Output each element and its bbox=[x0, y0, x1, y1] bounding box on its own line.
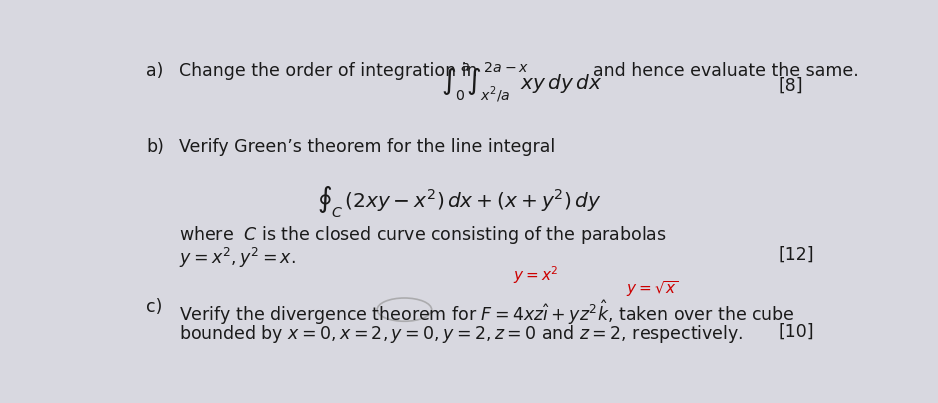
Text: $\oint_C \,(2xy - x^2)\,dx + (x + y^2)\,dy$: $\oint_C \,(2xy - x^2)\,dx + (x + y^2)\,… bbox=[317, 183, 601, 220]
Text: where  $C$ is the closed curve consisting of the parabolas: where $C$ is the closed curve consisting… bbox=[179, 224, 667, 246]
Text: bounded by $x = 0, x = 2, y = 0, y = 2, z = 0$ and $z = 2$, respectively.: bounded by $x = 0, x = 2, y = 0, y = 2, … bbox=[179, 323, 744, 345]
Text: c): c) bbox=[146, 298, 162, 316]
Text: a): a) bbox=[146, 62, 164, 80]
Text: Verify Green’s theorem for the line integral: Verify Green’s theorem for the line inte… bbox=[179, 138, 555, 156]
Text: and hence evaluate the same.: and hence evaluate the same. bbox=[594, 62, 859, 80]
Text: Change the order of integration in: Change the order of integration in bbox=[179, 62, 483, 80]
Text: b): b) bbox=[146, 138, 164, 156]
Text: $y = \sqrt{x}$: $y = \sqrt{x}$ bbox=[627, 280, 679, 299]
Text: [12]: [12] bbox=[779, 245, 814, 264]
Text: $y = x^2, y^2 = x.$: $y = x^2, y^2 = x.$ bbox=[179, 245, 295, 270]
Text: Verify the divergence theorem for $F = 4xz\hat{\imath} + yz^2\hat{k}$, taken ove: Verify the divergence theorem for $F = 4… bbox=[179, 298, 794, 327]
Text: $y = x^2$: $y = x^2$ bbox=[513, 264, 559, 286]
Text: $\int_0^{\,a}\!\int_{x^2/a}^{2a-x}\!\! xy\,dy\,dx$: $\int_0^{\,a}\!\int_{x^2/a}^{2a-x}\!\! x… bbox=[441, 60, 602, 104]
Text: [8]: [8] bbox=[779, 76, 804, 94]
Text: [10]: [10] bbox=[779, 323, 814, 341]
